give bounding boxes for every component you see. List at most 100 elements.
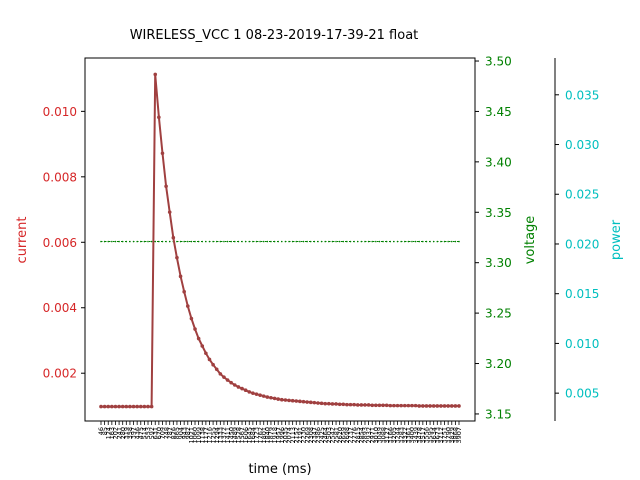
x-tick-label: 3400 xyxy=(408,427,416,444)
x-tick-label: 1957 xyxy=(274,427,282,444)
x-tick-label: 670 xyxy=(155,427,163,439)
x-tick-label: 2971 xyxy=(368,427,376,444)
voltage-point xyxy=(436,240,439,243)
voltage-point xyxy=(212,240,214,243)
voltage-point xyxy=(223,240,225,243)
current-point xyxy=(99,404,103,409)
voltage-point xyxy=(338,240,341,243)
x-tick-label: 3673 xyxy=(434,427,442,444)
power-tick-label: 0.005 xyxy=(565,387,599,401)
x-tick-label: 3829 xyxy=(448,427,456,444)
voltage-point xyxy=(190,240,193,243)
voltage-point xyxy=(147,240,149,243)
voltage-point xyxy=(458,240,460,243)
x-tick-label: 3517 xyxy=(419,427,427,444)
x-tick-label: 2035 xyxy=(282,427,290,444)
x-tick-label: 475 xyxy=(137,427,145,439)
voltage-point xyxy=(389,240,392,243)
x-tick-label: 1099 xyxy=(195,427,203,444)
current-point xyxy=(330,402,335,406)
current-point xyxy=(283,398,288,402)
voltage-point xyxy=(111,240,113,243)
x-tick-label: 709 xyxy=(159,427,167,439)
current-axis-label: current xyxy=(15,217,30,264)
voltage-point xyxy=(313,240,316,243)
x-tick-label: 202 xyxy=(112,427,120,439)
current-point xyxy=(146,404,150,409)
voltage-point xyxy=(400,240,402,243)
voltage-tick-label: 3.45 xyxy=(485,105,512,119)
x-tick-label: 2737 xyxy=(347,427,355,444)
current-point xyxy=(247,390,252,394)
current-point xyxy=(128,404,132,409)
current-point xyxy=(294,399,299,403)
voltage-point xyxy=(418,240,421,243)
current-point xyxy=(138,404,143,409)
current-point xyxy=(142,404,147,409)
x-tick-label: 1840 xyxy=(264,427,272,444)
voltage-point xyxy=(143,240,146,243)
x-tick-label: 748 xyxy=(162,427,170,439)
x-tick-label: 2542 xyxy=(329,427,337,444)
current-point xyxy=(410,403,414,408)
x-tick-label: 865 xyxy=(173,427,181,439)
current-tick-label: 0.008 xyxy=(43,170,77,184)
voltage-tick-label: 3.50 xyxy=(485,55,512,69)
voltage-point xyxy=(302,240,305,243)
voltage-point xyxy=(450,240,453,243)
current-point xyxy=(254,392,259,396)
current-point xyxy=(236,385,241,389)
voltage-point xyxy=(295,240,298,243)
current-point xyxy=(348,402,353,407)
current-point xyxy=(413,403,418,408)
x-tick-label: 3478 xyxy=(415,427,423,444)
voltage-point xyxy=(129,240,131,243)
current-point xyxy=(214,367,219,372)
current-point xyxy=(131,404,136,409)
current-point xyxy=(218,372,223,376)
voltage-point xyxy=(342,240,345,243)
current-point xyxy=(251,391,255,395)
voltage-point xyxy=(375,240,377,243)
voltage-point xyxy=(150,240,153,243)
voltage-point xyxy=(367,240,370,243)
current-point xyxy=(182,289,186,294)
current-point xyxy=(269,395,273,400)
current-point xyxy=(204,351,208,356)
x-tick-label: 3127 xyxy=(383,427,391,444)
voltage-point xyxy=(432,240,435,243)
x-tick-label: 358 xyxy=(126,427,134,439)
current-point xyxy=(261,394,266,398)
current-point xyxy=(117,404,121,409)
x-tick-label: 2464 xyxy=(321,427,329,444)
x-tick-label: 3712 xyxy=(437,427,445,444)
voltage-point xyxy=(277,240,279,243)
x-tick-label: 2347 xyxy=(311,427,319,444)
current-point xyxy=(312,400,317,405)
x-tick-label: 397 xyxy=(130,427,138,439)
current-point xyxy=(160,151,165,156)
voltage-point xyxy=(320,240,323,243)
x-tick-label: 1606 xyxy=(242,427,250,444)
current-point xyxy=(424,404,429,408)
x-tick-label: 3088 xyxy=(379,427,387,444)
x-tick-label: 2269 xyxy=(303,427,311,444)
voltage-point xyxy=(161,240,164,243)
x-tick-label: 1489 xyxy=(231,427,239,444)
x-tick-label: 1879 xyxy=(267,427,275,444)
voltage-point xyxy=(378,240,381,243)
current-point xyxy=(164,184,168,189)
voltage-point xyxy=(230,240,232,243)
x-tick-label: 2113 xyxy=(289,427,297,444)
x-tick-label: 3322 xyxy=(401,427,409,444)
voltage-point xyxy=(422,240,424,243)
x-tick-label: 1411 xyxy=(224,427,232,444)
voltage-point xyxy=(335,240,337,243)
x-tick-label: 904 xyxy=(177,427,185,439)
x-tick-label: 1294 xyxy=(213,427,221,444)
x-tick-label: 2698 xyxy=(343,427,351,444)
voltage-point xyxy=(262,240,265,243)
voltage-point xyxy=(139,240,142,243)
current-point xyxy=(392,403,396,408)
